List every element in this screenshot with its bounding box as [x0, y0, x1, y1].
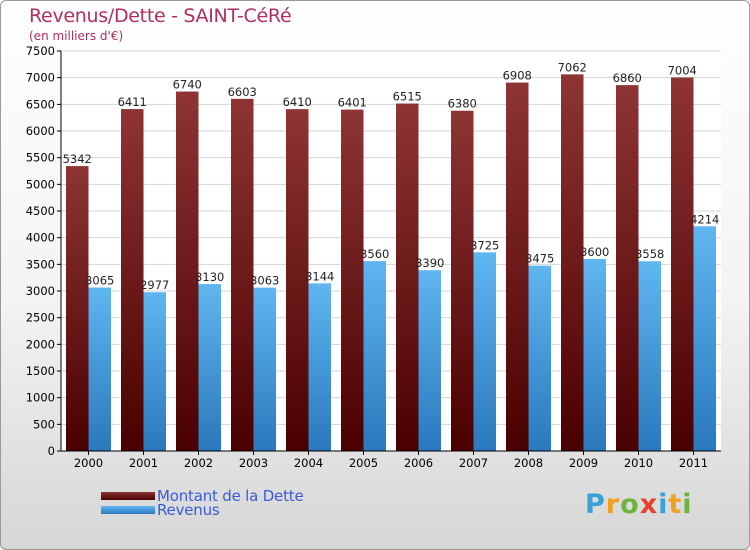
- x-tick-label: 2002: [184, 456, 213, 470]
- y-tick-label: 5000: [26, 177, 55, 191]
- data-label-revenus: 3600: [580, 245, 609, 259]
- logo-letter: o: [620, 489, 640, 520]
- bar-debt: [176, 91, 199, 452]
- y-tick-label: 1000: [26, 391, 55, 405]
- legend-swatch-revenus: [101, 506, 155, 514]
- bar-revenus: [143, 292, 166, 451]
- data-label-debt: 6401: [338, 96, 367, 110]
- legend-item-debt: Montant de la Dette: [101, 487, 304, 505]
- data-label-revenus: 3130: [195, 270, 224, 284]
- data-label-debt: 6380: [448, 97, 477, 111]
- data-label-revenus: 3063: [250, 274, 279, 288]
- x-tick-label: 2011: [679, 456, 708, 470]
- logo-letter: t: [668, 489, 683, 520]
- data-label-revenus: 3558: [635, 247, 664, 261]
- bar-debt: [341, 109, 364, 451]
- y-tick-label: 4500: [26, 204, 55, 218]
- chart-subtitle: (en milliers d'€): [29, 29, 124, 43]
- bar-revenus: [473, 252, 496, 451]
- bar-revenus: [88, 287, 111, 451]
- legend-label-revenus: Revenus: [157, 501, 220, 519]
- data-label-revenus: 3065: [85, 274, 114, 288]
- bar-debt: [66, 166, 89, 452]
- bar-debt: [451, 110, 474, 451]
- y-tick-label: 6000: [26, 124, 55, 138]
- data-label-debt: 6515: [393, 90, 422, 104]
- bar-revenus: [253, 287, 276, 451]
- data-label-debt: 6860: [613, 71, 642, 85]
- bar-debt: [121, 109, 144, 451]
- plot-area: [61, 51, 721, 451]
- data-label-revenus: 2977: [140, 278, 169, 292]
- y-tick-label: 0: [48, 444, 55, 458]
- bar-revenus: [418, 270, 441, 451]
- data-label-revenus: 3390: [415, 256, 444, 270]
- logo-letter: i: [658, 489, 669, 520]
- x-tick-label: 2003: [239, 456, 268, 470]
- y-tick-label: 5500: [26, 151, 55, 165]
- y-tick-label: 3000: [26, 284, 55, 298]
- x-tick-label: 2006: [404, 456, 433, 470]
- legend-label-debt: Montant de la Dette: [157, 487, 304, 505]
- data-label-debt: 7062: [558, 60, 587, 74]
- data-label-revenus: 3475: [525, 252, 554, 266]
- data-label-revenus: 3560: [360, 247, 389, 261]
- logo-letter: x: [639, 489, 659, 520]
- y-tick-label: 6500: [26, 97, 55, 111]
- data-label-debt: 6740: [173, 78, 202, 92]
- x-tick-label: 2004: [294, 456, 323, 470]
- data-label-debt: 5342: [63, 152, 92, 166]
- bar-debt: [396, 103, 419, 452]
- x-tick-label: 2009: [569, 456, 598, 470]
- bar-revenus: [198, 284, 221, 451]
- chart-title: Revenus/Dette - SAINT-CéRé: [29, 5, 292, 27]
- y-tick-label: 1500: [26, 364, 55, 378]
- data-label-debt: 6411: [118, 95, 147, 109]
- data-label-revenus: 4214: [690, 212, 719, 226]
- y-tick-label: 4000: [26, 231, 55, 245]
- y-tick-label: 500: [33, 417, 55, 431]
- bar-debt: [561, 74, 584, 452]
- data-label-revenus: 3144: [305, 269, 334, 283]
- logo-letter: P: [585, 489, 606, 520]
- data-label-revenus: 3725: [470, 238, 499, 252]
- bar-revenus: [693, 226, 716, 451]
- legend-swatch-debt: [101, 492, 155, 500]
- bar-debt: [616, 85, 639, 451]
- x-tick-label: 2000: [74, 456, 103, 470]
- y-tick-label: 2000: [26, 337, 55, 351]
- bar-revenus: [638, 261, 661, 451]
- bar-debt: [671, 77, 694, 451]
- x-tick-label: 2010: [624, 456, 653, 470]
- proxiti-logo: Proxiti: [585, 489, 693, 520]
- data-label-debt: 7004: [668, 63, 697, 77]
- y-tick-label: 7500: [26, 44, 55, 58]
- bar-revenus: [528, 265, 551, 451]
- bar-revenus: [363, 261, 386, 451]
- bar-revenus: [583, 259, 606, 451]
- bar-debt: [231, 98, 254, 451]
- x-tick-label: 2001: [129, 456, 158, 470]
- data-label-debt: 6908: [503, 69, 532, 83]
- legend-item-revenus: Revenus: [101, 501, 220, 519]
- data-label-debt: 6603: [228, 85, 257, 99]
- bar-revenus: [308, 283, 331, 451]
- y-tick-label: 2500: [26, 311, 55, 325]
- x-tick-label: 2007: [459, 456, 488, 470]
- data-label-debt: 6410: [283, 95, 312, 109]
- y-tick-label: 7000: [26, 71, 55, 85]
- logo-letter: r: [605, 489, 621, 520]
- y-tick-label: 3500: [26, 257, 55, 271]
- logo-letter: i: [682, 489, 693, 520]
- bar-debt: [286, 109, 309, 451]
- x-tick-label: 2005: [349, 456, 378, 470]
- bar-debt: [506, 82, 529, 451]
- x-tick-label: 2008: [514, 456, 543, 470]
